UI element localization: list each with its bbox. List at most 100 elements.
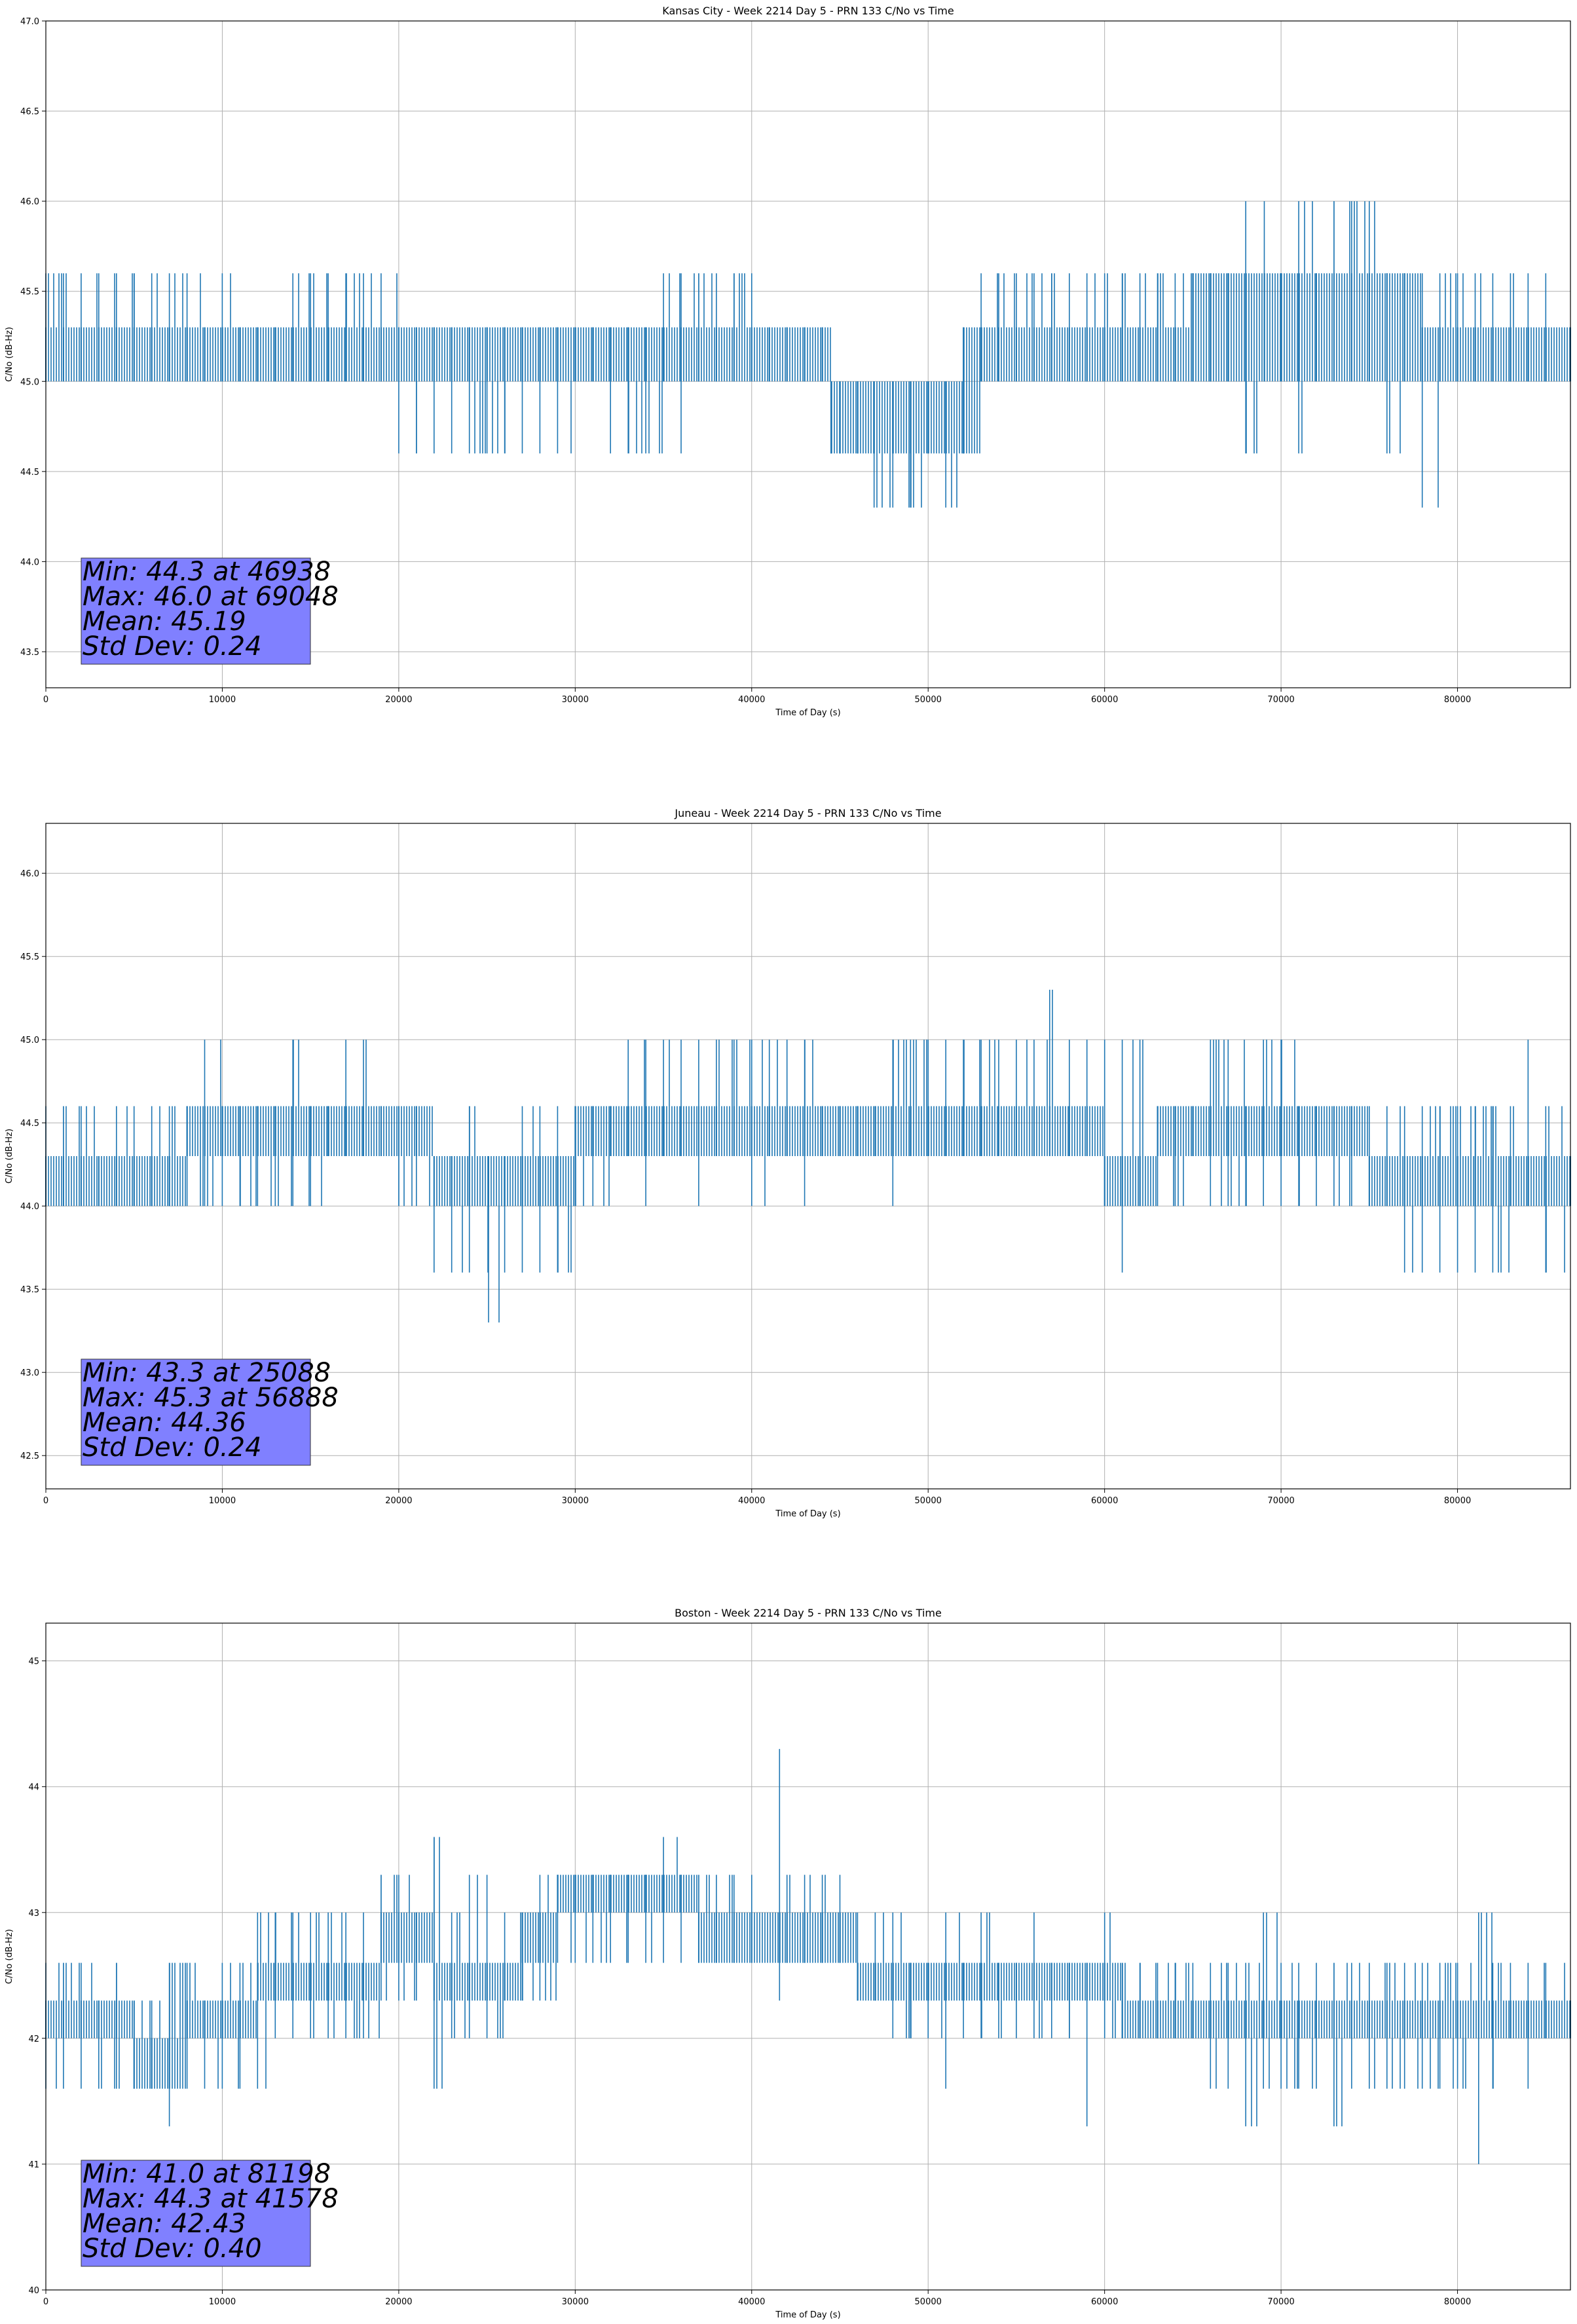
chart-panel: 0 10000 20000 30000 40000 50000 60000 70000 8000…	[5, 807, 1571, 1519]
data-point-band	[751, 1912, 752, 1963]
x-tick-label: 80000	[1444, 695, 1471, 705]
data-point-band	[963, 1106, 965, 1156]
data-point-band	[821, 1106, 823, 1156]
x-tick-label: 40000	[738, 2297, 765, 2307]
x-tick-label: 30000	[562, 1496, 589, 1506]
data-point-band	[398, 1106, 399, 1156]
y-tick-label: 45.5	[20, 288, 39, 297]
data-point-band	[645, 1106, 647, 1156]
data-point-band	[1350, 1106, 1352, 1156]
data-point-band	[927, 1962, 929, 2001]
data-point-band	[557, 1156, 559, 1207]
data-point-band	[715, 1106, 717, 1156]
x-tick-label: 40000	[738, 695, 765, 705]
data-point-band	[1086, 327, 1088, 382]
data-point-band	[839, 381, 841, 454]
plot-frame	[45, 1622, 1571, 2291]
data-point-band	[115, 2000, 117, 2038]
data-point-band	[839, 1912, 841, 1963]
data-point-band	[733, 1106, 735, 1156]
data-point-band	[1316, 2000, 1317, 2038]
data-point-band	[1139, 327, 1141, 382]
data-point-band	[257, 327, 259, 382]
y-tick-label: 40	[28, 2286, 39, 2296]
data-point-band	[168, 327, 170, 382]
y-tick-label: 41	[28, 2160, 39, 2170]
data-point-band	[1245, 273, 1247, 382]
data-point-band	[292, 1962, 294, 2001]
data-point-band	[610, 1106, 612, 1156]
data-point-band	[574, 1875, 576, 1913]
data-point-band	[1403, 2000, 1405, 2038]
stats-line: Min: 43.3 at 25088	[83, 1358, 331, 1388]
data-point-band	[830, 381, 832, 454]
data-point-band	[1104, 1156, 1105, 1207]
data-point-band	[1527, 327, 1529, 382]
data-point-band	[1121, 2000, 1123, 2038]
y-tick-label: 44.5	[20, 468, 39, 478]
data-point-band	[1439, 327, 1441, 382]
data-point-band	[857, 1106, 859, 1156]
x-axis-label: Time of Day (s)	[775, 1509, 840, 1519]
data-point-band	[1492, 1156, 1494, 1207]
data-point-band	[1492, 327, 1494, 382]
data-point-band	[363, 1106, 364, 1156]
y-tick-label: 47.0	[20, 17, 39, 27]
data-point-band	[874, 1106, 876, 1156]
data-point-band	[733, 327, 735, 382]
data-point-band	[1139, 2000, 1141, 2038]
data-point-band	[1350, 2000, 1352, 2038]
y-tick-label: 46.0	[20, 869, 39, 879]
data-point-band	[592, 327, 594, 382]
data-point-band	[62, 327, 64, 382]
chart-title: Juneau - Week 2214 Day 5 - PRN 133 C/No …	[674, 807, 941, 819]
data-point-band	[1015, 1962, 1017, 2001]
chart-title: Kansas City - Week 2214 Day 5 - PRN 133 …	[662, 5, 954, 17]
data-point-band	[1121, 1156, 1123, 1207]
data-point-band	[910, 1962, 912, 2001]
data-point-band	[1333, 273, 1335, 382]
data-point-band	[1439, 1156, 1441, 1207]
data-point-band	[1527, 1156, 1529, 1207]
x-tick-label: 60000	[1091, 2297, 1118, 2307]
data-point-band	[610, 327, 612, 382]
data-point-band	[468, 1156, 470, 1207]
data-point-band	[804, 1912, 806, 1963]
data-point-band	[1015, 327, 1017, 382]
stats-box	[81, 557, 311, 665]
data-point-band	[310, 1962, 312, 2001]
data-point-band	[257, 1106, 259, 1156]
data-point-band	[221, 1106, 223, 1156]
plot-frame	[45, 20, 1571, 688]
data-point-band	[892, 381, 894, 454]
data-point-band	[1263, 2000, 1265, 2038]
data-point-band	[627, 1875, 629, 1913]
x-axis-label: Time of Day (s)	[775, 708, 840, 718]
data-point-band	[1474, 327, 1476, 382]
data-point-band	[98, 2000, 100, 2038]
data-point-band	[779, 1912, 781, 1963]
data-point-band	[1068, 1962, 1070, 2001]
data-point-band	[1121, 327, 1123, 382]
data-point-band	[998, 327, 999, 382]
data-point-band	[733, 1912, 735, 1963]
data-point-band	[380, 327, 382, 382]
data-point-band	[204, 327, 206, 382]
data-point-band	[751, 327, 752, 382]
data-point-band	[292, 1106, 294, 1156]
data-point-band	[239, 1106, 241, 1156]
data-point-band	[186, 1106, 188, 1156]
data-point-band	[1545, 2000, 1547, 2038]
y-tick-label: 45.5	[20, 952, 39, 962]
data-point-band	[980, 1962, 982, 2001]
data-point-band	[239, 2000, 241, 2038]
stats-box	[81, 2160, 311, 2267]
data-point-band	[151, 1156, 153, 1207]
data-point-band	[980, 1106, 982, 1156]
stats-line: Std Dev: 0.40	[83, 2234, 262, 2264]
data-point-band	[504, 1156, 506, 1207]
y-tick-label: 44	[28, 1783, 39, 1793]
data-point-band	[451, 1156, 453, 1207]
data-point-band	[133, 327, 135, 382]
data-point-band	[1015, 1106, 1017, 1156]
